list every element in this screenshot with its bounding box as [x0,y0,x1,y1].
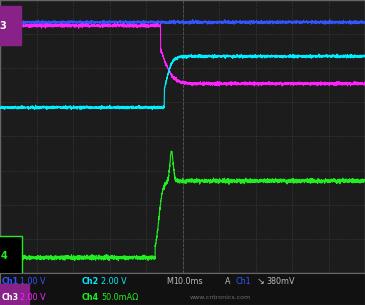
Text: 2.00 V: 2.00 V [101,277,127,286]
Text: Ch1: Ch1 [2,277,19,286]
Text: A: A [224,277,230,286]
Text: 1.00 V: 1.00 V [20,277,46,286]
Text: 380mV: 380mV [266,277,295,286]
Text: 4: 4 [0,251,7,261]
Text: Ch1: Ch1 [235,277,251,286]
Text: 50.0mAΩ: 50.0mAΩ [101,293,139,303]
Text: Ch4: Ch4 [82,293,99,303]
Text: Ch3: Ch3 [2,293,19,303]
Text: Ch2: Ch2 [82,277,99,286]
Text: www.cntronics.com: www.cntronics.com [190,296,251,300]
Text: M: M [166,277,173,286]
Text: ↘: ↘ [256,277,264,286]
Text: 3: 3 [0,21,6,30]
Text: 2.00 V: 2.00 V [20,293,46,303]
Text: 10.0ms: 10.0ms [173,277,203,286]
